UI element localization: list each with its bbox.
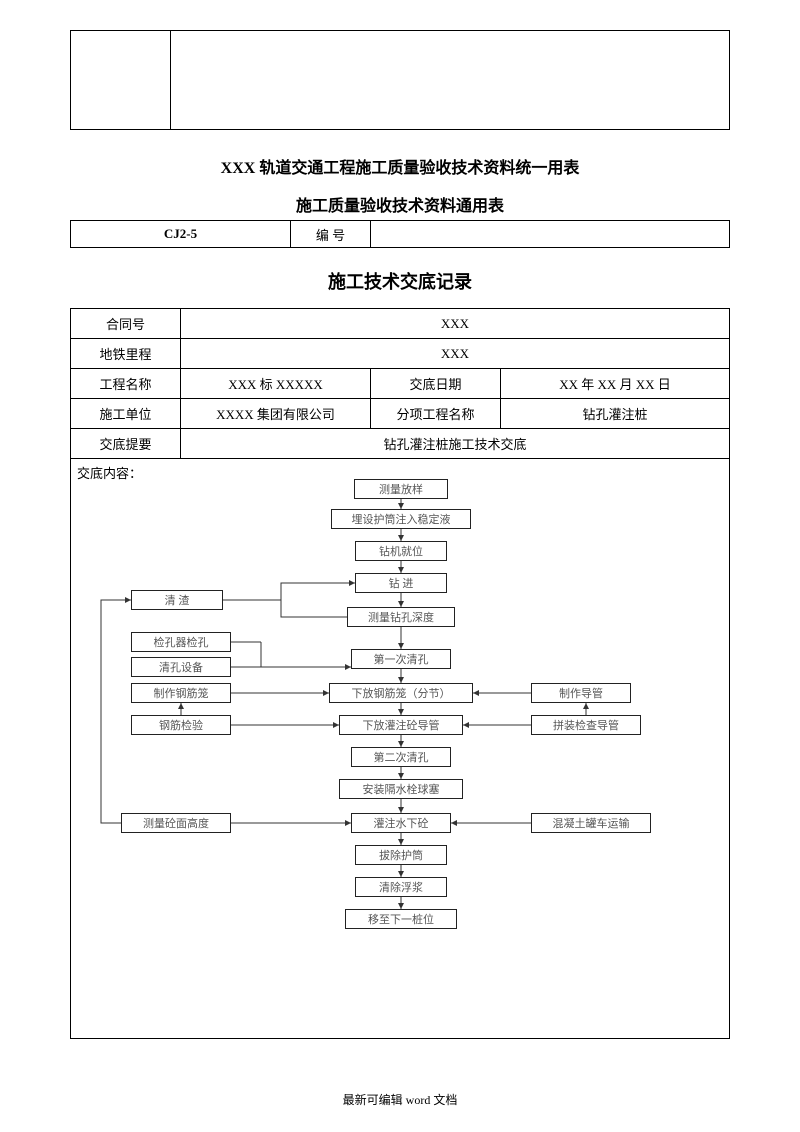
record-title: 施工技术交底记录 [70, 268, 730, 294]
cell-project-value: XXX 标 XXXXX [181, 369, 371, 399]
info-table: 合同号 XXX 地铁里程 XXX 工程名称 XXX 标 XXXXX 交底日期 X… [70, 308, 730, 459]
flowchart: 测量放样埋设护筒注入稳定液钻机就位钻 进测量钻孔深度第一次清孔下放钢筋笼（分节）… [71, 479, 729, 1029]
flow-node-n13: 清除浮浆 [355, 877, 447, 897]
cell-mileage-value: XXX [181, 339, 730, 369]
flow-node-n3: 钻机就位 [355, 541, 447, 561]
flow-node-s2: 检孔器检孔 [131, 632, 231, 652]
top-box-left [71, 31, 171, 129]
flow-node-n2: 埋设护筒注入稳定液 [331, 509, 471, 529]
flow-node-n6: 第一次清孔 [351, 649, 451, 669]
cell-summary-value: 钻孔灌注桩施工技术交底 [181, 429, 730, 459]
main-title-1: XXX 轨道交通工程施工质量验收技术资料统一用表 [70, 154, 730, 178]
cell-contract-value: XXX [181, 309, 730, 339]
flow-node-n14: 移至下一桩位 [345, 909, 457, 929]
flow-node-n12: 拔除护筒 [355, 845, 447, 865]
flow-node-s4: 制作钢筋笼 [131, 683, 231, 703]
code-row: CJ2-5 编 号 [70, 220, 730, 248]
flow-node-n1: 测量放样 [354, 479, 448, 499]
flow-node-s1: 清 渣 [131, 590, 223, 610]
footer-text: 最新可编辑 word 文档 [0, 1091, 800, 1108]
cell-mileage-label: 地铁里程 [71, 339, 181, 369]
flow-node-n4: 钻 进 [355, 573, 447, 593]
cell-project-label: 工程名称 [71, 369, 181, 399]
flow-node-s6: 测量砼面高度 [121, 813, 231, 833]
flow-node-n8: 下放灌注砼导管 [339, 715, 463, 735]
flow-node-n5: 测量钻孔深度 [347, 607, 455, 627]
cell-unit-value: XXXX 集团有限公司 [181, 399, 371, 429]
flow-node-r2: 拼装检查导管 [531, 715, 641, 735]
cell-unit-label: 施工单位 [71, 399, 181, 429]
cell-summary-label: 交底提要 [71, 429, 181, 459]
code-blank [371, 221, 729, 247]
cell-date-label: 交底日期 [371, 369, 501, 399]
top-empty-box [70, 30, 730, 130]
flow-node-n11: 灌注水下砼 [351, 813, 451, 833]
cell-subproject-label: 分项工程名称 [371, 399, 501, 429]
cell-contract-label: 合同号 [71, 309, 181, 339]
cell-date-value: XX 年 XX 月 XX 日 [501, 369, 730, 399]
flow-node-s3: 清孔设备 [131, 657, 231, 677]
flow-node-n10: 安装隔水栓球塞 [339, 779, 463, 799]
main-title-2: 施工质量验收技术资料通用表 [70, 192, 730, 216]
cell-subproject-value: 钻孔灌注桩 [501, 399, 730, 429]
content-area: 交底内容： 测量放样埋设护筒注入稳定液钻机就位钻 进测量钻孔深度第一次清孔下放钢… [70, 459, 730, 1039]
flow-node-n7: 下放钢筋笼（分节） [329, 683, 473, 703]
code-value: CJ2-5 [71, 221, 291, 247]
flow-node-n9: 第二次清孔 [351, 747, 451, 767]
flow-node-s5: 钢筋检验 [131, 715, 231, 735]
flow-node-r3: 混凝土罐车运输 [531, 813, 651, 833]
code-label: 编 号 [291, 221, 371, 247]
flow-node-r1: 制作导管 [531, 683, 631, 703]
